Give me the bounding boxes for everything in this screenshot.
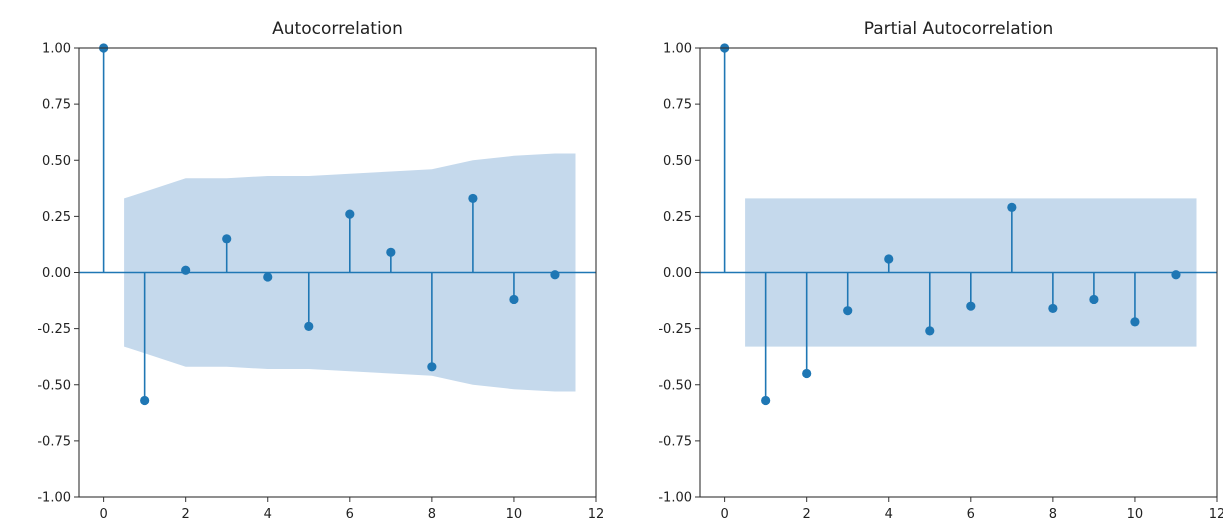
acf-xtick-label: 8 — [428, 507, 436, 522]
pacf-xtick-label: 12 — [1209, 507, 1223, 522]
acf-chart: 1.00 0.75 0.50 0.25 0.00 -0.25 -0.50 -0.75 -1.00… — [37, 19, 604, 522]
acf-title: Autocorrelation — [272, 19, 403, 39]
pacf-marker-lag-4 — [884, 254, 894, 264]
acf-xtick-label: 2 — [182, 507, 190, 522]
pacf-xtick-label: 2 — [803, 507, 811, 522]
acf-ytick-label: 0.25 — [42, 210, 71, 225]
acf-marker-lag-1 — [140, 395, 150, 406]
pacf-ytick-label: 0.25 — [663, 210, 692, 225]
acf-ytick-label: -0.25 — [37, 322, 71, 337]
pacf-marker-lag-5 — [925, 326, 935, 336]
pacf-marker-lag-8 — [1048, 303, 1058, 314]
acf-marker-lag-11 — [550, 270, 560, 280]
acf-xtick-label: 10 — [506, 507, 523, 522]
pacf-marker-lag-6 — [966, 301, 976, 311]
pacf-xtick-label: 10 — [1127, 507, 1144, 522]
acf-xtick-label: 4 — [264, 507, 272, 522]
acf-ytick-label: -0.75 — [37, 434, 71, 449]
acf-marker-lag-4 — [263, 272, 273, 282]
pacf-ytick-label: -1.00 — [658, 491, 692, 506]
acf-ytick-label: 0.50 — [42, 154, 71, 169]
acf-marker-lag-7 — [386, 247, 396, 257]
pacf-marker-lag-10 — [1130, 317, 1140, 327]
acf-ytick-label: 0.00 — [42, 266, 71, 281]
pacf-xtick-label: 4 — [885, 507, 893, 522]
pacf-ytick-label: -0.50 — [658, 378, 692, 393]
acf-ytick-label: 0.75 — [42, 98, 71, 113]
acf-marker-lag-9 — [468, 193, 478, 204]
acf-xtick-label: 6 — [346, 507, 354, 522]
pacf-marker-lag-11 — [1171, 270, 1181, 280]
acf-ytick-label: -1.00 — [37, 491, 71, 506]
pacf-marker-lag-2 — [802, 368, 812, 379]
pacf-ytick-label: -0.75 — [658, 434, 692, 449]
acf-xtick-label: 12 — [588, 507, 605, 522]
pacf-ytick-label: 1.00 — [663, 42, 692, 57]
pacf-ytick-label: 0.75 — [663, 98, 692, 113]
acf-marker-lag-5 — [304, 321, 314, 331]
acf-marker-lag-10 — [509, 294, 519, 305]
pacf-xtick-label: 8 — [1049, 507, 1057, 522]
acf-marker-lag-3 — [222, 234, 232, 244]
pacf-ytick-label: 0.00 — [663, 266, 692, 281]
acf-marker-lag-8 — [427, 362, 437, 372]
pacf-chart: 1.00 0.75 0.50 0.25 0.00 -0.25 -0.50 -0.75 -1.00… — [658, 19, 1223, 522]
pacf-marker-lag-9 — [1089, 294, 1099, 305]
pacf-ytick-label: -0.25 — [658, 322, 692, 337]
pacf-marker-lag-7 — [1007, 202, 1017, 212]
acf-ytick-label: 1.00 — [42, 42, 71, 57]
pacf-xtick-label: 6 — [967, 507, 975, 522]
acf-marker-lag-2 — [181, 265, 191, 275]
pacf-ytick-label: 0.50 — [663, 154, 692, 169]
pacf-marker-lag-3 — [843, 306, 853, 316]
acf-xtick-label: 0 — [99, 507, 107, 522]
acf-ytick-label: -0.50 — [37, 378, 71, 393]
pacf-marker-lag-1 — [761, 395, 771, 406]
acf-marker-lag-6 — [345, 209, 355, 219]
pacf-xtick-label: 0 — [720, 507, 728, 522]
pacf-title: Partial Autocorrelation — [864, 19, 1054, 39]
